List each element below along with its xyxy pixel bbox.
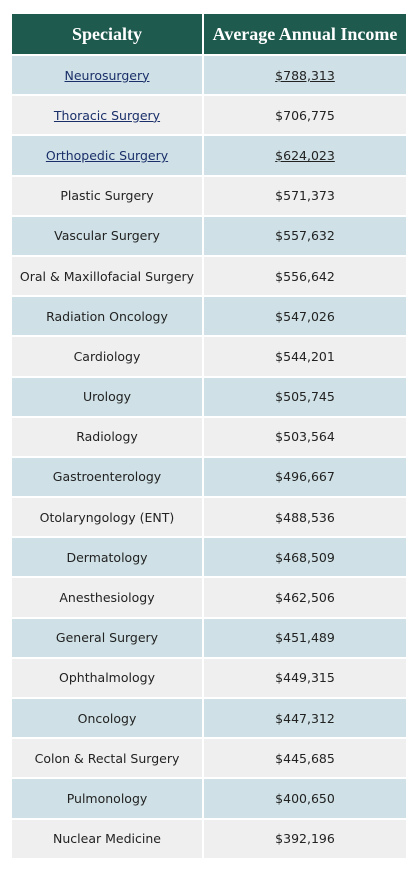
specialty-cell: Orthopedic Surgery	[12, 136, 202, 175]
table-row: Radiology $503,564	[12, 417, 406, 456]
specialty-link[interactable]: Orthopedic Surgery	[45, 147, 169, 163]
specialty-link[interactable]: Thoracic Surgery	[53, 107, 161, 123]
specialty-cell: Cardiology	[12, 337, 202, 376]
specialty-cell: General Surgery	[12, 618, 202, 657]
income-cell: $392,196	[204, 819, 406, 858]
table-row: Colon & Rectal Surgery $445,685	[12, 739, 406, 778]
table-row: Ophthalmology $449,315	[12, 658, 406, 697]
income-cell: $547,026	[204, 297, 406, 336]
income-link[interactable]: $788,313	[275, 67, 335, 83]
table-row: Otolaryngology (ENT) $488,536	[12, 498, 406, 537]
income-cell: $462,506	[204, 578, 406, 617]
table-row: General Surgery $451,489	[12, 618, 406, 657]
specialty-cell: Plastic Surgery	[12, 176, 202, 215]
table-row: Cardiology $544,201	[12, 337, 406, 376]
income-cell: $557,632	[204, 216, 406, 255]
header-cell: Average Annual Income	[204, 14, 406, 54]
income-cell: $556,642	[204, 256, 406, 296]
specialty-cell: Urology	[12, 377, 202, 416]
table-row: Oral & Maxillofacial Surgery $556,642	[12, 256, 406, 296]
income-link[interactable]: $624,023	[275, 147, 335, 163]
table-row: Plastic Surgery $571,373	[12, 176, 406, 215]
income-cell: $451,489	[204, 618, 406, 657]
specialty-cell: Gastroenterology	[12, 457, 202, 497]
table-container: Specialty Average Annual Income Neurosur…	[10, 12, 406, 860]
specialty-cell: Radiation Oncology	[12, 297, 202, 336]
income-table: Specialty Average Annual Income Neurosur…	[10, 12, 408, 860]
table-row: Orthopedic Surgery $624,023	[12, 136, 406, 175]
table-row: Nuclear Medicine $392,196	[12, 819, 406, 858]
income-cell: $496,667	[204, 457, 406, 497]
specialty-link[interactable]: Neurosurgery	[64, 67, 150, 83]
specialty-cell: Radiology	[12, 417, 202, 456]
table-row: Pulmonology $400,650	[12, 779, 406, 818]
table-head: Specialty Average Annual Income	[12, 14, 406, 54]
income-cell: $468,509	[204, 538, 406, 577]
income-cell: $544,201	[204, 337, 406, 376]
specialty-cell: Vascular Surgery	[12, 216, 202, 255]
specialty-cell: Dermatology	[12, 538, 202, 577]
header-cell: Specialty	[12, 14, 202, 54]
income-cell: $447,312	[204, 699, 406, 738]
specialty-cell: Colon & Rectal Surgery	[12, 739, 202, 778]
table-row: Dermatology $468,509	[12, 538, 406, 577]
table-body: Neurosurgery $788,313 Thoracic Surgery $706…	[12, 56, 406, 858]
table-row: Gastroenterology $496,667	[12, 457, 406, 497]
income-cell: $505,745	[204, 377, 406, 416]
income-cell: $706,775	[204, 96, 406, 135]
specialty-cell: Pulmonology	[12, 779, 202, 818]
table-row: Neurosurgery $788,313	[12, 56, 406, 95]
specialty-cell: Oncology	[12, 699, 202, 738]
table-row: Oncology $447,312	[12, 699, 406, 738]
income-cell: $503,564	[204, 417, 406, 456]
income-cell: $449,315	[204, 658, 406, 697]
income-cell: $400,650	[204, 779, 406, 818]
income-cell: $624,023	[204, 136, 406, 175]
specialty-cell: Neurosurgery	[12, 56, 202, 95]
income-cell: $788,313	[204, 56, 406, 95]
specialty-cell: Otolaryngology (ENT)	[12, 498, 202, 537]
table-row: Vascular Surgery $557,632	[12, 216, 406, 255]
specialty-cell: Ophthalmology	[12, 658, 202, 697]
specialty-cell: Nuclear Medicine	[12, 819, 202, 858]
table-row: Radiation Oncology $547,026	[12, 297, 406, 336]
specialty-cell: Oral & Maxillofacial Surgery	[12, 256, 202, 296]
specialty-cell: Anesthesiology	[12, 578, 202, 617]
income-cell: $571,373	[204, 176, 406, 215]
specialty-cell: Thoracic Surgery	[12, 96, 202, 135]
income-cell: $445,685	[204, 739, 406, 778]
table-row: Anesthesiology $462,506	[12, 578, 406, 617]
header-row: Specialty Average Annual Income	[12, 14, 406, 54]
income-cell: $488,536	[204, 498, 406, 537]
table-row: Thoracic Surgery $706,775	[12, 96, 406, 135]
table-row: Urology $505,745	[12, 377, 406, 416]
